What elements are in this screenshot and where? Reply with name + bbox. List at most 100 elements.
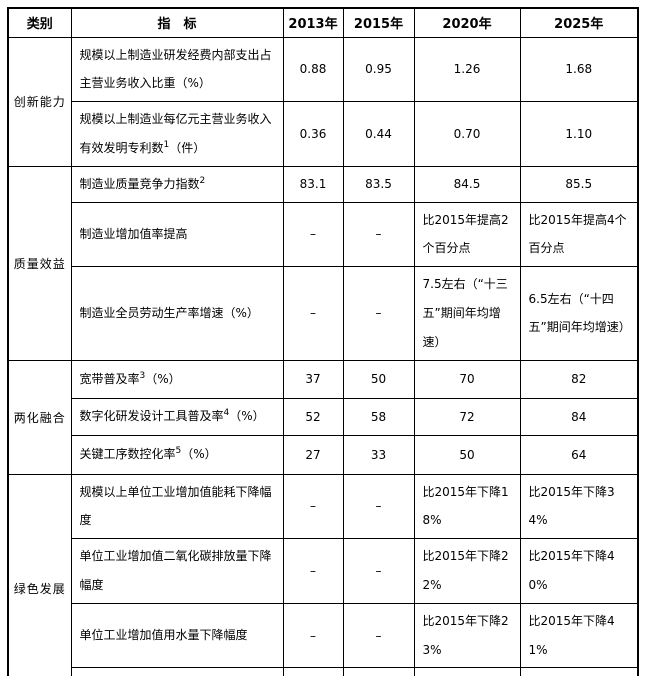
value-cell-2025: 6.5左右（“十四五”期间年均增速） <box>519 266 639 361</box>
value-cell-2015: 50 <box>342 359 415 399</box>
value-cell-2013: 62 <box>282 667 344 676</box>
value-cell-2013: 0.36 <box>282 101 344 167</box>
value-cell-2013: 83.1 <box>282 165 344 203</box>
value-cell-2020: 比2015年下降18% <box>413 473 521 540</box>
value-cell-2025: 比2015年下降40% <box>519 538 639 604</box>
header-category: 类别 <box>7 7 72 38</box>
value-cell-2013: – <box>282 266 344 361</box>
value-cell-2020: 73 <box>413 667 521 676</box>
indicator-cell: 制造业质量竞争力指数2 <box>70 165 284 203</box>
table-row: 单位工业增加值二氧化碳排放量下降幅度 – – 比2015年下降22% 比2015… <box>8 538 639 604</box>
header-year-2013: 2013年 <box>282 7 344 38</box>
value-cell-2025: 1.68 <box>519 36 639 103</box>
indicator-cell: 单位工业增加值用水量下降幅度 <box>70 602 284 669</box>
indicator-cell: 规模以上制造业每亿元主营业务收入有效发明专利数1（件） <box>70 101 284 167</box>
value-cell-2025: 比2015年下降34% <box>519 473 639 540</box>
indicator-cell: 制造业全员劳动生产率增速（%） <box>70 266 284 361</box>
value-cell-2020: 1.26 <box>413 36 521 103</box>
footnote-marker: 1 <box>163 139 170 150</box>
table-row: 创新能力 规模以上制造业研发经费内部支出占主营业务收入比重（%） 0.88 0.… <box>7 36 639 167</box>
value-cell-2025: 比2015年下降41% <box>519 602 639 669</box>
header-row: 类别 指 标 2013年 2015年 2020年 2025年 <box>7 7 639 38</box>
indicator-label-suffix: （%） <box>145 371 181 386</box>
value-cell-2025: 84 <box>519 397 639 436</box>
table-row: 质量效益 制造业质量竞争力指数2 83.1 83.5 84.5 85.5 <box>7 165 639 361</box>
value-cell-2025: 1.10 <box>519 101 639 167</box>
table-row: 制造业增加值率提高 – – 比2015年提高2个百分点 比2015年提高4个百分… <box>8 201 639 268</box>
value-cell-2020: 7.5左右（“十三五”期间年均增速） <box>413 266 521 361</box>
value-cell-2013: 52 <box>282 397 344 436</box>
table-row: 数字化研发设计工具普及率4（%） 52 58 72 84 <box>8 397 639 436</box>
table-row: 工业固体废物综合利用率（%） 62 65 73 79 <box>8 667 639 676</box>
value-cell-2020: 比2015年下降23% <box>413 602 521 669</box>
value-cell-2025: 比2015年提高4个百分点 <box>519 201 639 268</box>
indicator-label: 关键工序数控化率 <box>79 447 176 462</box>
indicator-label: 制造业质量竞争力指数 <box>79 176 200 191</box>
value-cell-2013: – <box>282 201 344 268</box>
indicator-cell: 工业固体废物综合利用率（%） <box>70 667 284 676</box>
table-row: 制造业全员劳动生产率增速（%） – – 7.5左右（“十三五”期间年均增速） 6… <box>8 266 639 361</box>
category-cell-innovation: 创新能力 <box>7 36 72 167</box>
footnote-marker: 3 <box>139 370 146 381</box>
footnote-marker: 5 <box>175 446 182 457</box>
category-cell-green: 绿色发展 <box>7 473 72 676</box>
indicator-cell: 规模以上单位工业增加值能耗下降幅度 <box>70 473 284 540</box>
value-cell-2025: 85.5 <box>519 165 639 203</box>
indicator-cell: 规模以上制造业研发经费内部支出占主营业务收入比重（%） <box>70 36 284 103</box>
value-cell-2020: 84.5 <box>413 165 521 203</box>
value-cell-2015: 33 <box>342 434 415 475</box>
value-cell-2013: 0.88 <box>282 36 344 103</box>
header-year-2015: 2015年 <box>342 7 415 38</box>
value-cell-2013: – <box>282 473 344 540</box>
table-row: 两化融合 宽带普及率3（%） 37 50 70 82 <box>7 359 639 475</box>
value-cell-2015: – <box>342 266 415 361</box>
indicators-table: 类别 指 标 2013年 2015年 2020年 2025年 创新能力 规模以上… <box>7 7 639 676</box>
indicator-label-suffix: （%） <box>181 447 217 462</box>
value-cell-2025: 79 <box>519 667 639 676</box>
indicator-label: 规模以上制造业研发经费内部支出占主营业务收入比重（%） <box>79 47 272 91</box>
value-cell-2020: 50 <box>413 434 521 475</box>
category-cell-integration: 两化融合 <box>7 359 72 475</box>
indicator-label: 单位工业增加值用水量下降幅度 <box>79 628 248 643</box>
indicator-label-suffix: （%） <box>229 409 265 424</box>
value-cell-2015: – <box>342 602 415 669</box>
header-year-2020: 2020年 <box>413 7 521 38</box>
value-cell-2013: 37 <box>282 359 344 399</box>
value-cell-2015: – <box>342 538 415 604</box>
value-cell-2025: 64 <box>519 434 639 475</box>
header-year-2025: 2025年 <box>519 7 639 38</box>
value-cell-2015: – <box>342 201 415 268</box>
table-row: 关键工序数控化率5（%） 27 33 50 64 <box>8 434 639 475</box>
value-cell-2020: 0.70 <box>413 101 521 167</box>
indicator-label: 制造业增加值率提高 <box>79 227 188 242</box>
indicator-cell: 单位工业增加值二氧化碳排放量下降幅度 <box>70 538 284 604</box>
value-cell-2015: – <box>342 473 415 540</box>
value-cell-2015: 0.95 <box>342 36 415 103</box>
table-row: 规模以上制造业每亿元主营业务收入有效发明专利数1（件） 0.36 0.44 0.… <box>8 101 639 167</box>
value-cell-2015: 0.44 <box>342 101 415 167</box>
indicator-cell: 宽带普及率3（%） <box>70 359 284 399</box>
table-row: 绿色发展 规模以上单位工业增加值能耗下降幅度 – – 比2015年下降18% 比… <box>7 473 639 676</box>
footnote-marker: 4 <box>223 408 230 419</box>
header-indicator: 指 标 <box>70 7 284 38</box>
table-row: 单位工业增加值用水量下降幅度 – – 比2015年下降23% 比2015年下降4… <box>8 602 639 669</box>
indicator-label-suffix: （件） <box>169 140 206 155</box>
value-cell-2013: – <box>282 538 344 604</box>
value-cell-2020: 比2015年提高2个百分点 <box>413 201 521 268</box>
indicator-cell: 关键工序数控化率5（%） <box>70 434 284 475</box>
value-cell-2013: – <box>282 602 344 669</box>
value-cell-2020: 比2015年下降22% <box>413 538 521 604</box>
category-cell-quality: 质量效益 <box>7 165 72 361</box>
footnote-marker: 2 <box>199 175 206 186</box>
value-cell-2020: 70 <box>413 359 521 399</box>
indicator-label: 数字化研发设计工具普及率 <box>79 409 224 424</box>
value-cell-2015: 83.5 <box>342 165 415 203</box>
value-cell-2015: 58 <box>342 397 415 436</box>
value-cell-2025: 82 <box>519 359 639 399</box>
indicator-cell: 数字化研发设计工具普及率4（%） <box>70 397 284 436</box>
value-cell-2013: 27 <box>282 434 344 475</box>
indicator-cell: 制造业增加值率提高 <box>70 201 284 268</box>
value-cell-2015: 65 <box>342 667 415 676</box>
indicator-label: 规模以上单位工业增加值能耗下降幅度 <box>79 484 272 528</box>
